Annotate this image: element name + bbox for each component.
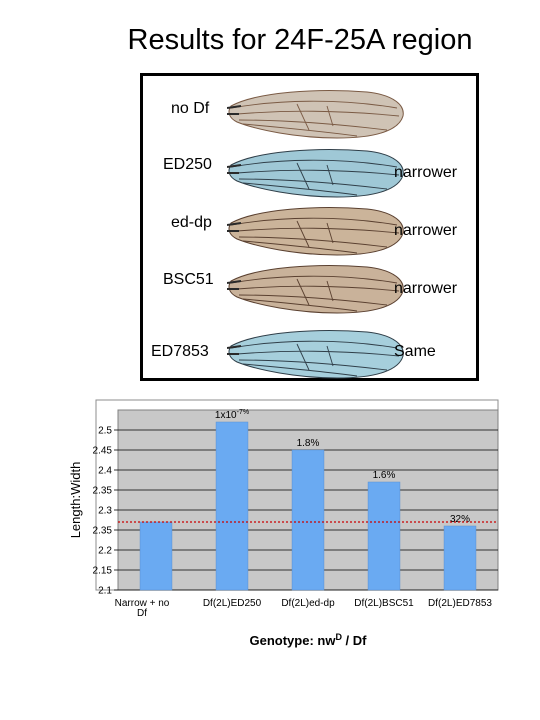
wing-vein [236,169,400,176]
wing-vein [242,123,358,137]
y-tick-label: 2.35 [93,486,113,497]
wing-row: ed-dp narrower [143,201,476,261]
wing-vein [242,363,358,377]
wing-vein [238,359,388,371]
y-tick-label: 2.35 [93,526,113,537]
wing-note: Same [394,343,436,360]
chart-area: 2.1 2.15 2.2 2.35 2.3 2.35 2.4 2.45 2.5 Narrow + … [60,398,520,660]
wing-vein [230,340,398,349]
wing-hinge [227,280,242,290]
wing-vein [296,278,310,306]
wing-note: narrower [394,280,458,297]
wing-vein [230,275,398,284]
x-tick-label: Df(2L)ed-dp [281,598,335,609]
wing-vein [296,220,310,248]
wing-vein [238,236,388,248]
wing-label: BSC51 [163,271,214,288]
wing-label: ed-dp [171,214,212,231]
wing-vein [296,162,310,190]
wing-note: narrower [394,222,458,239]
wing-note: narrower [394,164,458,181]
wing-label: no Df [171,100,210,117]
wing-row: no Df [143,84,476,144]
wing-image [227,330,404,379]
wing-vein [326,164,334,186]
wing-vein [326,345,334,367]
wing-image [227,265,404,314]
bar [139,521,173,591]
wing-hinge [227,164,242,174]
page-title: Results for 24F-25A region [127,24,473,56]
wing-vein [326,105,334,127]
y-tick-label: 2.15 [93,566,113,577]
x-tick-label: Narrow + no [115,598,170,609]
bar [215,421,249,591]
y-tick-label: 2.3 [98,506,112,517]
wing-vein [296,343,310,371]
wing-image [227,90,404,139]
wing-row: ED7853 Same [143,324,476,384]
bar-data-label: 32% [450,514,470,525]
y-axis-label: Length:Width [68,462,83,539]
wing-row: BSC51 narrower [143,259,476,319]
y-tick-label: 2.5 [98,426,112,437]
x-tick-label: Df(2L)BSC51 [354,598,414,609]
wing-hinge [227,345,242,355]
bar-chart: 2.1 2.15 2.2 2.35 2.3 2.35 2.4 2.45 2.5 Narrow + … [68,399,499,648]
wing-vein [326,222,334,244]
x-tick-label: Df [137,608,147,619]
y-tick-label: 2.45 [93,446,113,457]
y-tick-label: 2.4 [98,466,112,477]
wing-vein [236,350,400,357]
x-tick-label: Df(2L)ED250 [203,598,262,609]
bar-data-label: 1.6% [373,470,396,481]
wing-row: ED250 narrower [143,143,476,203]
wing-vein [242,240,358,254]
bar [291,449,325,591]
wing-vein [236,110,400,117]
wing-vein [238,119,388,131]
wing-vein [326,280,334,302]
x-tick-label: Df(2L)ED7853 [428,598,492,609]
wing-vein [238,178,388,190]
wing-image [227,207,404,256]
wing-vein [230,100,398,109]
wing-vein [238,294,388,306]
y-tick-label: 2.2 [98,546,112,557]
x-axis-label: Genotype: nwD / Df [249,632,367,648]
wing-vein [236,227,400,234]
wing-label: ED7853 [151,343,209,360]
wing-image [227,149,404,198]
bar [443,525,477,591]
wing-vein [296,103,310,131]
wing-label: ED250 [163,156,212,173]
wing-vein [230,217,398,226]
bar-data-label: 1.8% [297,438,320,449]
wing-hinge [227,222,242,232]
bar [367,481,401,591]
wing-vein [230,159,398,168]
wing-hinge [227,105,242,115]
wing-comparison-panel: no Df ED250 narrower ed-dp narrower BSC51 narr… [140,73,479,381]
wing-vein [236,285,400,292]
wing-vein [242,298,358,312]
y-tick-label: 2.1 [98,586,112,597]
wing-vein [242,182,358,196]
